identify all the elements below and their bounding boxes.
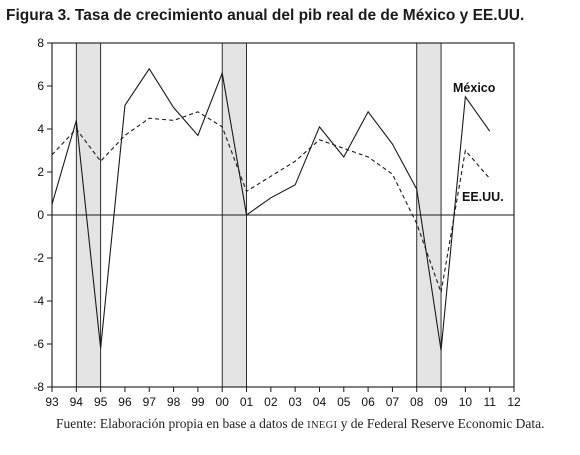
x-axis: 93 94 95 96 97 98 99 00 01 02 03 04 05 06 07 08 09 10 11 12	[45, 387, 521, 409]
series-label-eeuu: EE.UU.	[462, 190, 504, 204]
series-label-mexico: México	[453, 81, 496, 95]
chart-title: Figura 3. Tasa de crecimiento anual del …	[6, 7, 525, 24]
y-tick-label: 2	[37, 165, 44, 179]
source-note-prefix: Fuente: Elaboración propia en base a dat…	[56, 416, 308, 431]
source-note-inegi: INEGI	[307, 420, 338, 431]
x-tick-label: 12	[507, 395, 521, 409]
y-tick-label: -8	[33, 380, 44, 394]
y-tick-label: 0	[37, 208, 44, 222]
series-line-eeuu	[51, 111, 491, 295]
x-tick-label: 03	[288, 395, 302, 409]
x-tick-label: 98	[167, 395, 181, 409]
x-tick-label: 06	[361, 395, 375, 409]
x-tick-label: 00	[216, 395, 230, 409]
x-tick-label: 96	[118, 395, 132, 409]
series-labels: México EE.UU.	[453, 81, 504, 204]
y-tick-label: -2	[33, 251, 44, 265]
source-note: Fuente: Elaboración propia en base a dat…	[56, 416, 556, 434]
y-tick-label: -4	[33, 294, 44, 308]
x-tick-label: 08	[410, 395, 424, 409]
series-lines	[51, 67, 491, 351]
x-tick-label: 97	[143, 395, 157, 409]
x-tick-label: 04	[313, 395, 327, 409]
source-note-suffix: y de Federal Reserve Economic Data.	[337, 416, 545, 431]
x-tick-label: 09	[434, 395, 448, 409]
y-tick-label: 4	[37, 122, 44, 136]
x-tick-label: 99	[191, 395, 205, 409]
x-tick-label: 05	[337, 395, 351, 409]
x-tick-label: 07	[386, 395, 400, 409]
y-tick-label: 6	[37, 79, 44, 93]
y-tick-label: -6	[33, 337, 44, 351]
x-tick-label: 01	[240, 395, 254, 409]
x-tick-label: 95	[94, 395, 108, 409]
series-line-mexico	[51, 67, 491, 351]
x-tick-label: 94	[70, 395, 84, 409]
y-axis: 8 6 4 2 0 -2 -4 -6 -8	[33, 36, 52, 394]
y-tick-label: 8	[37, 36, 44, 50]
x-tick-label: 93	[45, 395, 59, 409]
x-tick-label: 10	[459, 395, 473, 409]
x-tick-label: 02	[264, 395, 278, 409]
x-tick-label: 11	[483, 395, 496, 409]
